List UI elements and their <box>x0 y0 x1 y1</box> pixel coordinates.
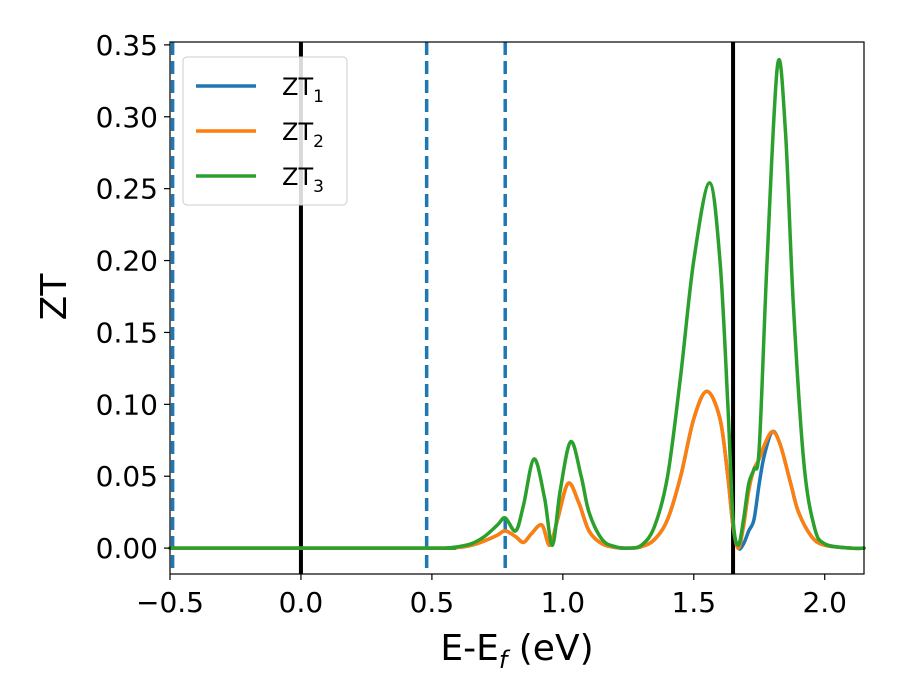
y-tick-label: 0.20 <box>96 245 158 278</box>
y-axis-ticks: 0.00 0.05 0.10 0.15 0.20 0.25 0.30 0.35 <box>96 29 170 565</box>
y-tick-label: 0.10 <box>96 388 158 421</box>
x-axis-label-main: E-E <box>440 628 498 669</box>
y-tick-label: 0.15 <box>96 316 158 349</box>
x-tick-label: 2.0 <box>802 586 847 619</box>
x-tick-label: 1.5 <box>672 586 717 619</box>
legend-label-zt2: ZT2 <box>282 118 324 152</box>
legend-label-zt1: ZT1 <box>282 73 324 107</box>
x-tick-label: −0.5 <box>136 586 204 619</box>
legend-label-zt3: ZT3 <box>282 163 324 197</box>
series-lines <box>168 57 866 551</box>
x-tick-label: 0.0 <box>279 586 324 619</box>
x-axis-label: E-Ef (eV) <box>440 628 593 674</box>
plot-frame <box>169 41 865 575</box>
x-tick-label: 0.5 <box>410 586 455 619</box>
y-tick-label: 0.05 <box>96 460 158 493</box>
series-line-zt3 <box>168 57 866 551</box>
y-tick-label: 0.00 <box>96 532 158 565</box>
x-tick-label: 1.0 <box>541 586 586 619</box>
y-axis-label: ZT <box>34 273 75 321</box>
y-tick-label: 0.30 <box>96 101 158 134</box>
y-tick-label: 0.35 <box>96 29 158 62</box>
series-line-zt2 <box>168 389 866 551</box>
x-axis-ticks: −0.5 0.0 0.5 1.0 1.5 2.0 <box>136 574 847 619</box>
legend-box <box>182 56 348 206</box>
x-axis-label-suffix: (eV) <box>507 628 593 669</box>
y-tick-label: 0.25 <box>96 173 158 206</box>
legend: ZT1 ZT2 ZT3 <box>182 56 348 206</box>
